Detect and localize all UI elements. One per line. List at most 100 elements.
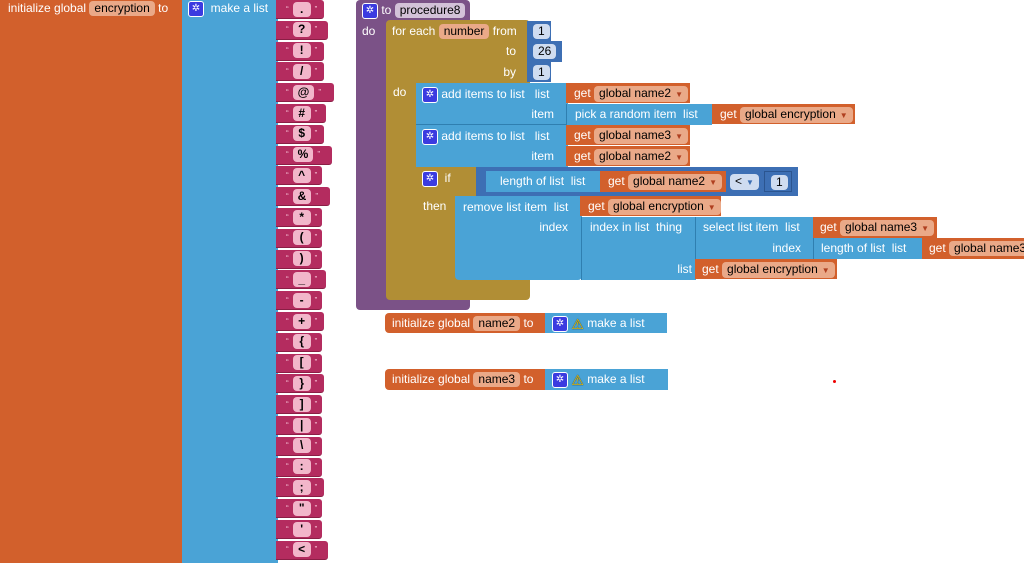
text-block[interactable]: “|” [276,416,322,435]
text-block[interactable]: “*” [276,208,322,227]
warning-icon[interactable]: ⚠ [571,315,584,332]
number-block-by[interactable]: 1 [527,62,551,82]
gear-icon[interactable]: ✲ [188,0,204,17]
number-block-from[interactable]: 1 [527,21,551,41]
number-field[interactable]: 1 [533,65,550,80]
text-block[interactable]: “!” [276,41,324,61]
variable-dropdown[interactable]: global encryption ▼ [740,107,853,123]
text-field[interactable]: < [292,542,311,558]
add-items-to-list-block[interactable]: ✲ add items to list list item [416,125,568,167]
get-global-encryption-block[interactable]: get global encryption ▼ [712,104,855,124]
pick-random-item-block[interactable]: pick a random item list [566,104,712,125]
text-block[interactable]: “.” [276,0,324,19]
text-block[interactable]: “_” [276,270,326,290]
remove-list-item-block[interactable]: remove list item list index [455,196,582,280]
number-field[interactable]: 1 [771,175,788,190]
make-a-list-block[interactable]: ✲ ⚠ make a list [545,369,668,390]
text-block[interactable]: “;” [276,478,324,498]
make-a-list-block[interactable]: ✲ ⚠ make a list [545,313,667,333]
text-field[interactable]: ' [292,521,311,537]
text-field[interactable]: & [292,188,312,204]
text-block[interactable]: “[” [276,353,322,373]
index-in-list-block[interactable]: index in list thing list [581,217,696,280]
text-field[interactable]: \ [292,438,311,454]
text-field[interactable]: ] [292,396,311,412]
get-global-name3-block[interactable]: get global name3 ▼ [813,217,937,238]
get-global-name2-block[interactable]: get global name2 ▼ [566,146,690,166]
get-global-encryption-block[interactable]: get global encryption ▼ [580,196,721,216]
initialize-global-name3-block[interactable]: initialize global name3 to [385,369,545,390]
text-field[interactable]: - [292,292,311,308]
warning-icon[interactable]: ⚠ [571,371,584,388]
variable-dropdown[interactable]: global name3 [949,241,1024,256]
initialize-global-name2-block[interactable]: initialize global name2 to [385,313,545,333]
variable-dropdown[interactable]: global name3 ▼ [594,128,689,144]
text-block[interactable]: “?” [276,20,328,40]
text-block[interactable]: “+” [276,312,324,331]
variable-dropdown[interactable]: global name2 ▼ [594,149,689,165]
compare-block[interactable]: length of list list get global name2 ▼ < ▼… [476,167,798,196]
text-field[interactable]: # [292,105,311,121]
text-block[interactable]: “(” [276,228,322,248]
number-field[interactable]: 1 [533,24,550,39]
number-block-to[interactable]: 26 [527,41,562,62]
loop-variable-field[interactable]: number [438,24,490,39]
gear-icon[interactable]: ✲ [422,128,438,145]
text-field[interactable]: ^ [292,167,311,183]
procedure-name-field[interactable]: procedure8 [394,3,466,18]
text-field[interactable]: | [292,417,311,433]
text-block[interactable]: “<” [276,540,328,560]
text-field[interactable]: " [292,500,311,516]
variable-dropdown[interactable]: global name2 ▼ [594,86,689,102]
length-of-list-block[interactable]: length of list list [486,171,602,192]
get-global-name3-block[interactable]: get global name3 ▼ [566,125,690,145]
text-field[interactable]: * [292,209,311,225]
get-global-name2-block[interactable]: get global name2 ▼ [600,171,726,192]
variable-dropdown[interactable]: global encryption ▼ [722,262,835,278]
text-field[interactable]: _ [292,271,311,287]
text-block[interactable]: “}” [276,374,324,394]
text-field[interactable]: { [292,334,311,350]
text-field[interactable]: @ [292,84,315,100]
variable-name-field[interactable]: encryption [89,1,155,16]
text-field[interactable]: } [292,375,311,391]
text-block[interactable]: “^” [276,166,322,186]
text-block[interactable]: “)” [276,249,322,269]
text-block[interactable]: “#” [276,104,326,123]
variable-dropdown[interactable]: global encryption ▼ [608,199,721,215]
text-field[interactable]: . [292,1,311,17]
gear-icon[interactable]: ✲ [362,2,378,19]
operator-dropdown[interactable]: < ▼ [730,174,759,190]
get-global-name2-block[interactable]: get global name2 ▼ [566,83,690,103]
text-block[interactable]: “]” [276,395,322,415]
text-block[interactable]: “-” [276,291,322,311]
text-field[interactable]: $ [292,126,311,142]
add-items-to-list-block[interactable]: ✲ add items to list list item [416,83,568,125]
text-block[interactable]: “"” [276,499,322,519]
variable-name-field[interactable]: name2 [473,316,521,331]
text-field[interactable]: % [292,147,314,163]
make-a-list-block[interactable]: ✲ make a list [182,0,278,563]
get-global-name3-block[interactable]: get global name3 [922,238,1024,259]
text-field[interactable]: ! [292,43,311,59]
initialize-global-encryption-block[interactable]: initialize global encryption to [0,0,182,563]
gear-icon[interactable]: ✲ [552,371,568,388]
text-block[interactable]: “:” [276,457,322,477]
text-block[interactable]: “'” [276,520,322,539]
text-field[interactable]: ? [292,22,311,38]
text-field[interactable]: ( [292,230,311,246]
text-field[interactable]: / [292,63,311,79]
text-field[interactable]: [ [292,355,311,371]
text-field[interactable]: + [292,313,311,329]
variable-name-field[interactable]: name3 [473,372,521,387]
text-field[interactable]: : [292,459,311,475]
text-block[interactable]: “\” [276,436,322,456]
text-block[interactable]: “%” [276,145,332,165]
text-block[interactable]: “{” [276,332,322,352]
text-block[interactable]: “@” [276,83,334,103]
select-list-item-block[interactable]: select list item list index [695,217,815,259]
get-global-encryption-block[interactable]: get global encryption ▼ [695,259,837,279]
gear-icon[interactable]: ✲ [552,315,568,332]
gear-icon[interactable]: ✲ [422,86,438,103]
gear-icon[interactable]: ✲ [422,170,438,187]
